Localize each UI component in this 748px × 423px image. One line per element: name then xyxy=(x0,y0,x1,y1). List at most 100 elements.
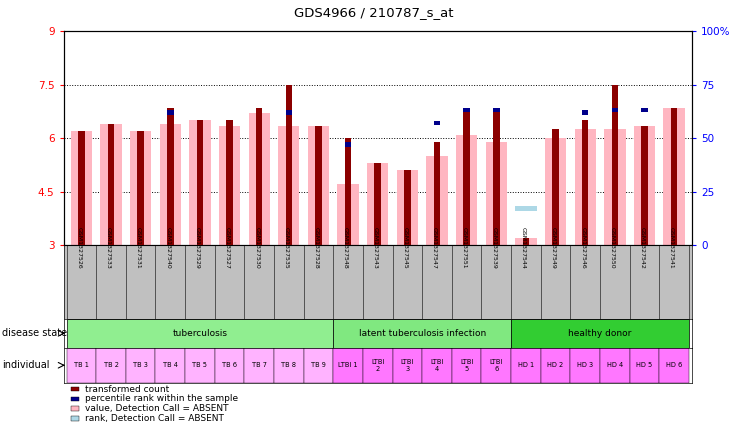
Text: GSM1327543: GSM1327543 xyxy=(373,227,378,269)
Bar xyxy=(600,348,630,383)
Bar xyxy=(511,348,541,383)
Bar xyxy=(515,206,536,211)
Bar xyxy=(274,348,304,383)
Bar xyxy=(456,135,477,245)
Bar xyxy=(159,124,181,245)
Bar xyxy=(659,348,689,383)
Bar xyxy=(345,138,352,245)
Text: rank, Detection Call = ABSENT: rank, Detection Call = ABSENT xyxy=(85,414,224,423)
Bar xyxy=(375,163,381,245)
Bar xyxy=(515,238,536,245)
Text: GSM1327535: GSM1327535 xyxy=(283,227,289,269)
Bar xyxy=(337,184,359,245)
Text: TB 6: TB 6 xyxy=(222,362,237,368)
Text: tuberculosis: tuberculosis xyxy=(172,329,227,338)
Text: GSM1327540: GSM1327540 xyxy=(165,227,171,269)
Bar xyxy=(96,348,126,383)
Text: GSM1327541: GSM1327541 xyxy=(669,227,674,269)
Text: GSM1327527: GSM1327527 xyxy=(224,227,230,269)
Text: TB 9: TB 9 xyxy=(311,362,326,368)
Text: LTBI
4: LTBI 4 xyxy=(430,359,444,372)
Bar xyxy=(219,126,240,245)
Text: GSM1327542: GSM1327542 xyxy=(640,227,645,269)
Bar xyxy=(434,142,441,245)
Bar xyxy=(167,108,174,245)
Text: transformed count: transformed count xyxy=(85,385,170,394)
Bar xyxy=(452,348,482,383)
Bar xyxy=(482,348,511,383)
Bar xyxy=(582,120,589,245)
Bar xyxy=(426,156,448,245)
Text: GSM1327539: GSM1327539 xyxy=(491,227,496,269)
Bar xyxy=(108,124,114,245)
Bar xyxy=(422,348,452,383)
Bar xyxy=(541,348,571,383)
Bar xyxy=(671,108,678,245)
Text: GSM1327528: GSM1327528 xyxy=(313,227,319,269)
Text: HD 4: HD 4 xyxy=(607,362,623,368)
Text: TB 1: TB 1 xyxy=(74,362,89,368)
Text: GDS4966 / 210787_s_at: GDS4966 / 210787_s_at xyxy=(294,5,454,19)
Bar xyxy=(286,110,292,115)
Bar xyxy=(404,170,411,245)
Bar xyxy=(612,108,618,113)
Bar xyxy=(604,129,625,245)
Bar xyxy=(227,120,233,245)
Text: HD 3: HD 3 xyxy=(577,362,593,368)
Bar xyxy=(511,319,689,348)
Bar xyxy=(464,108,470,113)
Bar xyxy=(130,131,151,245)
Bar xyxy=(100,124,122,245)
Text: HD 5: HD 5 xyxy=(637,362,652,368)
Text: GSM1327530: GSM1327530 xyxy=(254,227,260,269)
Text: healthy donor: healthy donor xyxy=(568,329,632,338)
Text: GSM1327545: GSM1327545 xyxy=(402,227,408,269)
Bar xyxy=(138,131,144,245)
Bar xyxy=(663,108,684,245)
Bar xyxy=(197,120,203,245)
Text: GSM1327529: GSM1327529 xyxy=(195,227,200,269)
Text: GSM1327550: GSM1327550 xyxy=(610,227,615,269)
Text: HD 2: HD 2 xyxy=(548,362,564,368)
Bar xyxy=(485,142,507,245)
Bar xyxy=(167,110,174,115)
Text: LTBI
6: LTBI 6 xyxy=(490,359,503,372)
Text: GSM1327547: GSM1327547 xyxy=(432,227,437,269)
Bar xyxy=(126,348,156,383)
Text: GSM1327551: GSM1327551 xyxy=(462,227,467,269)
Text: TB 3: TB 3 xyxy=(133,362,148,368)
Bar xyxy=(215,348,245,383)
Text: TB 8: TB 8 xyxy=(281,362,296,368)
Bar xyxy=(367,163,388,245)
Text: latent tuberculosis infection: latent tuberculosis infection xyxy=(358,329,485,338)
Bar xyxy=(493,108,500,245)
Bar xyxy=(434,121,441,125)
Text: value, Detection Call = ABSENT: value, Detection Call = ABSENT xyxy=(85,404,229,413)
Bar xyxy=(304,348,334,383)
Bar xyxy=(571,348,600,383)
Text: individual: individual xyxy=(2,360,50,370)
Bar xyxy=(156,348,185,383)
Text: TB 4: TB 4 xyxy=(163,362,178,368)
Text: LTBI
2: LTBI 2 xyxy=(371,359,384,372)
Bar xyxy=(545,138,566,245)
Bar xyxy=(464,108,470,245)
Bar xyxy=(345,143,352,147)
Text: LTBI
5: LTBI 5 xyxy=(460,359,473,372)
Bar xyxy=(574,129,596,245)
Bar xyxy=(630,348,659,383)
Bar xyxy=(256,108,263,245)
Bar xyxy=(552,129,559,245)
Bar xyxy=(393,348,422,383)
Text: GSM1327531: GSM1327531 xyxy=(135,227,141,269)
Bar xyxy=(641,108,648,113)
Bar xyxy=(641,126,648,245)
Bar xyxy=(307,126,329,245)
Bar xyxy=(523,238,529,245)
Text: TB 7: TB 7 xyxy=(251,362,267,368)
Text: disease state: disease state xyxy=(2,328,67,338)
Text: HD 1: HD 1 xyxy=(518,362,534,368)
Bar xyxy=(334,348,363,383)
Bar xyxy=(185,348,215,383)
Text: HD 6: HD 6 xyxy=(666,362,682,368)
